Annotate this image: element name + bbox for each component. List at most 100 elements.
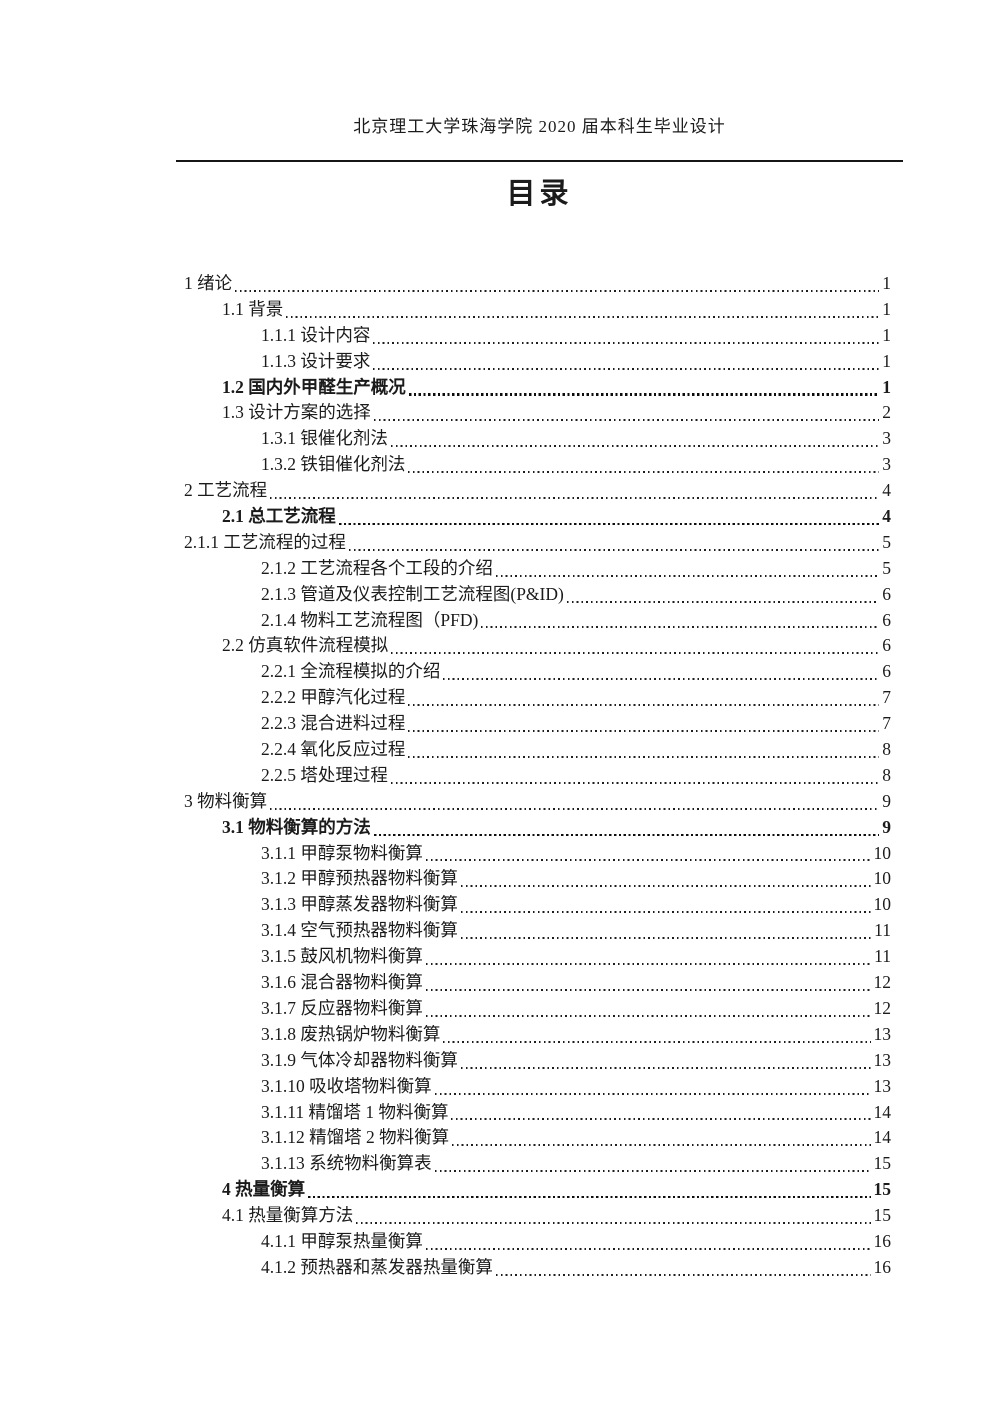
- toc-page-number: 1: [882, 273, 891, 293]
- toc-entry[interactable]: 3.1.8 废热锅炉物料衡算 13: [184, 1022, 891, 1048]
- toc-page-number: 6: [882, 635, 891, 656]
- toc-page-number: 12: [873, 972, 892, 993]
- toc-entry[interactable]: 1.1.3 设计要求 1: [184, 349, 891, 375]
- toc-dot-leader: [391, 652, 880, 655]
- toc-entry[interactable]: 2 工艺流程 4: [184, 478, 891, 504]
- toc-entry[interactable]: 3.1.5 鼓风机物料衡算 11: [184, 944, 891, 970]
- toc-dot-leader: [566, 600, 880, 603]
- toc-dot-leader: [495, 574, 880, 577]
- toc-entry[interactable]: 3.1.9 气体冷却器物料衡算 13: [184, 1048, 891, 1074]
- toc-dot-leader: [348, 548, 880, 551]
- toc-entry-label: 2.2.1 全流程模拟的介绍: [261, 661, 441, 682]
- toc-entry-label: 1.1.3 设计要求: [261, 350, 371, 371]
- toc-entry-label: 3.1 物料衡算的方法: [222, 816, 371, 837]
- toc-entry-label: 2 工艺流程: [184, 480, 268, 501]
- toc-dot-leader: [443, 678, 880, 681]
- toc-page-number: 15: [873, 1153, 892, 1174]
- toc-entry[interactable]: 1.1.1 设计内容 1: [184, 323, 891, 349]
- page-header: 北京理工大学珠海学院 2020 届本科生毕业设计: [353, 117, 726, 136]
- toc-entry[interactable]: 3.1.7 反应器物料衡算 12: [184, 996, 891, 1022]
- toc-dot-leader: [356, 1221, 871, 1224]
- toc-entry[interactable]: 1.3.1 银催化剂法 3: [184, 426, 891, 452]
- toc-entry[interactable]: 1.1 背景 1: [184, 297, 891, 323]
- toc-page-number: 8: [882, 764, 891, 785]
- toc-entry-label: 4.1 热量衡算方法: [222, 1205, 354, 1226]
- toc-page-number: 4: [882, 480, 891, 501]
- toc-entry-label: 3.1.6 混合器物料衡算: [261, 972, 423, 993]
- toc-entry-label: 2.1.1 工艺流程的过程: [184, 531, 346, 552]
- toc-dot-leader: [373, 833, 880, 836]
- toc-dot-leader: [495, 1273, 871, 1276]
- toc-entry[interactable]: 3.1.12 精馏塔 2 物料衡算 14: [184, 1125, 891, 1151]
- toc-entry[interactable]: 4.1 热量衡算方法 15: [184, 1203, 891, 1229]
- toc-entry-label: 4.1.1 甲醇泵热量衡算: [261, 1230, 423, 1251]
- toc-entry[interactable]: 2.2.1 全流程模拟的介绍 6: [184, 659, 891, 685]
- toc-entry-label: 2.1.3 管道及仪表控制工艺流程图(P&ID): [261, 583, 564, 604]
- toc-dot-leader: [460, 1066, 871, 1069]
- toc-dot-leader: [425, 1247, 871, 1250]
- toc-entry[interactable]: 3.1.6 混合器物料衡算 12: [184, 970, 891, 996]
- toc-dot-leader: [286, 315, 880, 318]
- toc-entry[interactable]: 3.1.3 甲醇蒸发器物料衡算 10: [184, 892, 891, 918]
- toc-entry-label: 2.1 总工艺流程: [222, 506, 336, 527]
- toc-entry[interactable]: 2.2 仿真软件流程模拟 6: [184, 633, 891, 659]
- toc-page-number: 11: [874, 920, 891, 941]
- toc-entry[interactable]: 4 热量衡算 15: [184, 1177, 891, 1203]
- toc-dot-leader: [270, 807, 880, 810]
- toc-page-number: 3: [882, 428, 891, 449]
- toc-entry[interactable]: 3.1.2 甲醇预热器物料衡算 10: [184, 866, 891, 892]
- toc-page-number: 12: [873, 997, 892, 1018]
- toc-entry-label: 2.2.5 塔处理过程: [261, 764, 388, 785]
- toc-page-number: 6: [882, 661, 891, 682]
- toc-entry[interactable]: 3.1.10 吸收塔物料衡算 13: [184, 1074, 891, 1100]
- toc-entry-label: 4 热量衡算: [222, 1179, 306, 1200]
- toc-entry[interactable]: 3.1.11 精馏塔 1 物料衡算 14: [184, 1100, 891, 1126]
- toc-entry-label: 3.1.8 废热锅炉物料衡算: [261, 1023, 441, 1044]
- toc-dot-leader: [408, 730, 880, 733]
- toc-entry[interactable]: 2.2.3 混合进料过程 7: [184, 711, 891, 737]
- toc-dot-leader: [451, 1118, 871, 1121]
- toc-entry-label: 3.1.10 吸收塔物料衡算: [261, 1075, 432, 1096]
- toc-page-number: 1: [882, 376, 891, 397]
- toc-entry[interactable]: 2.2.4 氧化反应过程 8: [184, 737, 891, 763]
- toc-entry[interactable]: 2.1 总工艺流程 4: [184, 504, 891, 530]
- toc-entry-label: 3.1.11 精馏塔 1 物料衡算: [261, 1101, 449, 1122]
- toc-entry[interactable]: 3.1.4 空气预热器物料衡算 11: [184, 918, 891, 944]
- toc-page-number: 9: [882, 816, 891, 837]
- toc-entry[interactable]: 3 物料衡算 9: [184, 789, 891, 815]
- toc-page-number: 14: [873, 1101, 892, 1122]
- toc-dot-leader: [408, 704, 880, 707]
- toc-entry[interactable]: 2.1.1 工艺流程的过程 5: [184, 530, 891, 556]
- toc-entry[interactable]: 2.2.2 甲醇汽化过程 7: [184, 685, 891, 711]
- toc-entry[interactable]: 1 绪论 1: [184, 271, 891, 297]
- toc-entry-label: 3.1.1 甲醇泵物料衡算: [261, 842, 423, 863]
- toc-dot-leader: [425, 859, 871, 862]
- toc-entry[interactable]: 2.1.4 物料工艺流程图（PFD) 6: [184, 608, 891, 634]
- toc-dot-leader: [308, 1196, 871, 1199]
- toc-entry-label: 1.3.1 银催化剂法: [261, 428, 388, 449]
- toc-entry[interactable]: 2.1.2 工艺流程各个工段的介绍 5: [184, 556, 891, 582]
- toc-dot-leader: [408, 755, 880, 758]
- toc-page-number: 3: [882, 454, 891, 475]
- toc-dot-leader: [460, 911, 871, 914]
- toc-entry[interactable]: 2.1.3 管道及仪表控制工艺流程图(P&ID) 6: [184, 582, 891, 608]
- toc-page-number: 16: [873, 1230, 892, 1251]
- toc-dot-leader: [373, 341, 880, 344]
- toc-entry-label: 3.1.12 精馏塔 2 物料衡算: [261, 1127, 450, 1148]
- toc-page-number: 14: [873, 1127, 892, 1148]
- toc-entry[interactable]: 4.1.1 甲醇泵热量衡算 16: [184, 1229, 891, 1255]
- toc-entry-label: 1.3.2 铁钼催化剂法: [261, 454, 406, 475]
- toc-dot-leader: [481, 626, 880, 629]
- toc-entry[interactable]: 3.1.13 系统物料衡算表 15: [184, 1151, 891, 1177]
- toc-entry[interactable]: 2.2.5 塔处理过程 8: [184, 763, 891, 789]
- toc-entry[interactable]: 4.1.2 预热器和蒸发器热量衡算 16: [184, 1255, 891, 1281]
- toc-entry[interactable]: 1.2 国内外甲醛生产概况 1: [184, 375, 891, 401]
- page-title: 目录: [506, 178, 573, 210]
- toc-dot-leader: [425, 1014, 871, 1017]
- toc-entry[interactable]: 1.3 设计方案的选择 2: [184, 400, 891, 426]
- toc-entry[interactable]: 1.3.2 铁钼催化剂法 3: [184, 452, 891, 478]
- toc-entry[interactable]: 3.1 物料衡算的方法 9: [184, 815, 891, 841]
- toc-page-number: 6: [882, 583, 891, 604]
- toc-entry-label: 2.2 仿真软件流程模拟: [222, 635, 389, 656]
- toc-entry[interactable]: 3.1.1 甲醇泵物料衡算 10: [184, 841, 891, 867]
